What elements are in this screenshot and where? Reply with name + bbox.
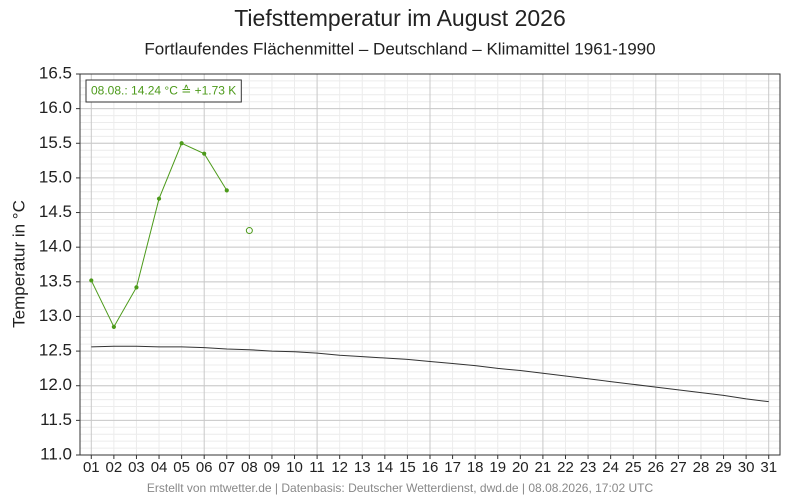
x-tick-label: 20: [512, 459, 529, 476]
series-line: [91, 345, 769, 403]
y-tick-label: 14.0: [39, 237, 72, 256]
footer: Erstellt von mtwetter.de | Datenbasis: D…: [147, 481, 654, 495]
x-tick-label: 10: [286, 459, 303, 476]
x-tick-label: 18: [467, 459, 484, 476]
x-tick-label: 08: [241, 459, 258, 476]
y-tick-label: 16.5: [39, 63, 72, 82]
y-tick-label: 14.5: [39, 202, 72, 221]
annotation-box: [85, 79, 242, 103]
x-tick-label: 27: [670, 459, 687, 476]
data-point: [245, 227, 253, 235]
x-tick-label: 04: [151, 459, 168, 476]
x-tick-label: 23: [580, 459, 597, 476]
y-tick-label: 15.5: [39, 133, 72, 152]
y-tick-label: 12.0: [39, 375, 72, 394]
chart-title: Tiefsttemperatur im August 2026: [234, 5, 566, 31]
x-tick-label: 13: [354, 459, 371, 476]
data-point: [111, 324, 116, 329]
x-tick-label: 24: [602, 459, 619, 476]
x-tick-label: 07: [218, 459, 235, 476]
x-tick-label: 02: [106, 459, 123, 476]
data-point: [202, 151, 207, 156]
data-point: [134, 285, 139, 290]
data-point: [156, 196, 162, 201]
x-tick-label: 26: [647, 459, 664, 476]
x-tick-label: 11: [309, 459, 325, 476]
y-tick-label: 13.0: [39, 306, 72, 325]
x-tick-label: 06: [196, 459, 213, 476]
x-tick-label: 17: [444, 459, 461, 476]
y-tick-label: 15.0: [39, 167, 72, 186]
x-tick-label: 05: [173, 459, 190, 476]
x-tick-label: 25: [625, 459, 642, 476]
x-tick-label: 01: [83, 459, 100, 476]
x-tick-label: 14: [376, 459, 393, 476]
chart-subtitle: Fortlaufendes Flächenmittel – Deutschlan…: [144, 39, 655, 58]
y-axis-label: Temperatur in °C: [9, 200, 28, 328]
plot-frame: [79, 73, 781, 456]
y-tick-label: 11.0: [40, 444, 72, 463]
y-tick-label: 13.5: [39, 271, 72, 290]
y-tick-label: 11.5: [40, 410, 72, 429]
x-tick-label: 19: [489, 459, 506, 476]
x-tick-label: 12: [331, 459, 348, 476]
x-tick-label: 15: [399, 459, 416, 476]
y-tick-label: 12.5: [39, 341, 72, 360]
data-point: [89, 278, 94, 283]
x-tick-label: 09: [264, 459, 281, 476]
x-tick-label: 22: [557, 459, 574, 476]
x-tick-label: 21: [535, 459, 552, 476]
y-tick-label: 16.0: [39, 98, 72, 117]
x-tick-label: 31: [760, 459, 777, 476]
x-tick-label: 16: [422, 459, 439, 476]
x-tick-label: 30: [738, 459, 755, 476]
data-point: [224, 188, 229, 193]
data-point: [179, 141, 184, 146]
x-tick-label: 03: [128, 459, 145, 476]
x-tick-label: 28: [693, 459, 710, 476]
annotation: 08.08.: 14.24 °C ≙ +1.73 K: [91, 84, 236, 98]
x-tick-label: 29: [715, 459, 732, 476]
